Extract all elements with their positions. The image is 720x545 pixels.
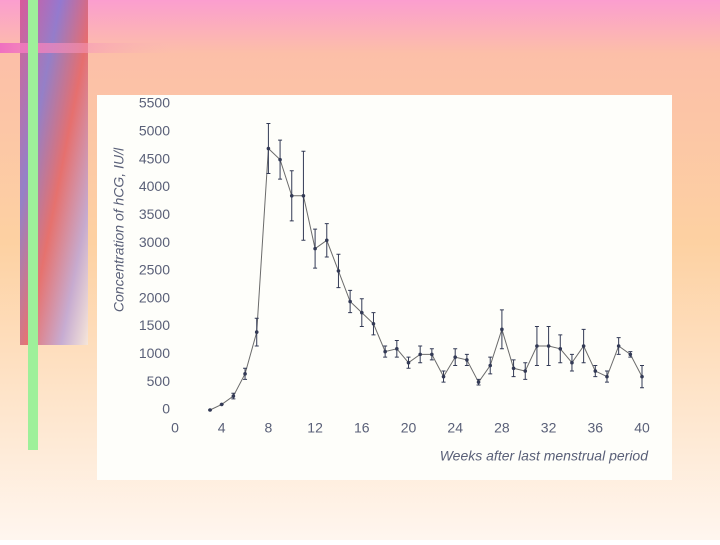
x-tick-label: 36	[588, 420, 604, 436]
data-point	[570, 360, 574, 365]
data-point	[558, 347, 563, 351]
data-point	[511, 366, 516, 371]
x-tick-label: 28	[494, 420, 510, 436]
x-tick-label: 24	[447, 420, 463, 436]
y-tick-label: 3000	[139, 234, 170, 250]
y-tick-label: 0	[162, 401, 170, 417]
data-point	[616, 344, 621, 348]
data-point	[628, 352, 633, 357]
x-tick-label: 20	[401, 420, 417, 436]
data-point	[465, 358, 469, 362]
x-tick-label: 40	[634, 420, 650, 436]
data-point	[278, 157, 282, 162]
x-tick-label: 16	[354, 420, 370, 436]
y-tick-label: 1500	[139, 317, 170, 333]
chart-panel	[97, 95, 672, 480]
data-point	[360, 310, 364, 315]
data-point	[266, 146, 271, 151]
data-point	[476, 380, 481, 384]
data-point	[254, 330, 259, 334]
y-tick-label: 500	[147, 373, 171, 389]
data-point	[605, 374, 609, 379]
x-tick-label: 4	[218, 420, 226, 436]
x-tick-label: 8	[265, 420, 273, 436]
decor-green-bar	[28, 0, 38, 450]
data-point	[488, 363, 493, 368]
data-point	[546, 344, 551, 348]
data-line	[209, 147, 643, 411]
data-point	[441, 374, 446, 379]
y-tick-label: 2500	[139, 262, 170, 278]
data-point	[453, 355, 458, 359]
y-tick-label: 1000	[139, 345, 170, 361]
y-tick-label: 5000	[139, 123, 170, 139]
data-point	[243, 372, 247, 376]
x-tick-label: 0	[171, 420, 179, 436]
y-tick-label: 4500	[139, 150, 170, 166]
y-tick-label: 5500	[139, 95, 170, 111]
data-point	[523, 369, 528, 373]
x-axis-label: Weeks after last menstrual period	[440, 448, 649, 464]
data-point	[219, 402, 224, 407]
decor-bar	[0, 43, 190, 53]
data-point	[324, 238, 329, 243]
data-point	[581, 344, 586, 348]
x-tick-label: 12	[307, 420, 323, 436]
data-point	[430, 352, 434, 357]
data-point	[383, 349, 387, 354]
data-point	[231, 394, 236, 398]
data-point	[301, 194, 306, 198]
data-point	[500, 327, 504, 332]
x-tick-label: 32	[541, 420, 557, 436]
data-point	[593, 369, 598, 373]
data-point	[208, 408, 212, 412]
data-point	[418, 352, 422, 357]
data-point	[289, 194, 294, 198]
data-point	[640, 374, 644, 379]
data-point	[371, 321, 376, 326]
data-point	[336, 269, 341, 273]
data-point	[406, 360, 411, 365]
data-point	[395, 347, 399, 351]
y-tick-label: 2000	[139, 289, 170, 305]
y-axis-label: Concentration of hCG, IU/l	[111, 147, 127, 312]
data-point	[313, 246, 317, 251]
data-point	[535, 344, 539, 348]
y-tick-label: 3500	[139, 206, 170, 222]
data-point	[348, 299, 352, 304]
y-tick-label: 4000	[139, 178, 170, 194]
